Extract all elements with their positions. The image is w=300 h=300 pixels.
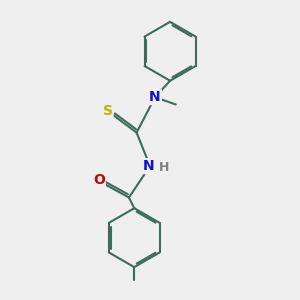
Text: N: N bbox=[142, 159, 154, 173]
Text: N: N bbox=[149, 90, 161, 104]
Text: O: O bbox=[93, 173, 105, 187]
Text: S: S bbox=[103, 103, 112, 118]
Text: H: H bbox=[159, 161, 169, 174]
